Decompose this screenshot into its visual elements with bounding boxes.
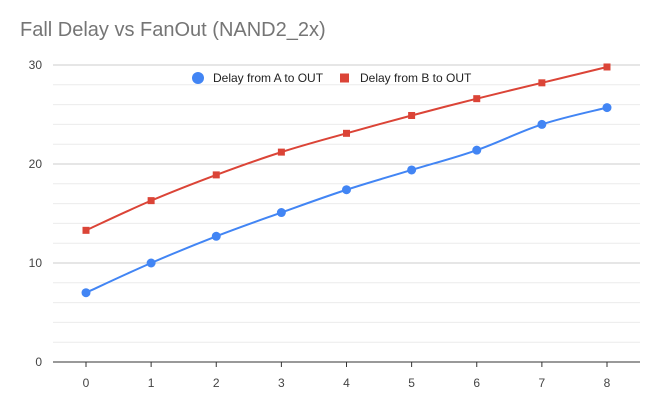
- data-point-square: [82, 226, 90, 234]
- grid-layer: [53, 64, 640, 363]
- x-tick-label: 0: [83, 376, 90, 390]
- x-tick-label: 7: [539, 376, 546, 390]
- data-point-circle: [146, 258, 156, 268]
- data-point-square: [408, 111, 416, 119]
- series-layer: [81, 63, 612, 298]
- data-point-square: [538, 79, 546, 87]
- data-point-circle: [276, 208, 286, 218]
- legend-marker-circle: [192, 72, 204, 84]
- x-tick-label: 5: [408, 376, 415, 390]
- legend-layer: Delay from A to OUT Delay from B to OUT: [192, 71, 472, 85]
- x-tick-label: 6: [473, 376, 480, 390]
- legend-marker-square: [340, 73, 349, 83]
- data-point-square: [212, 171, 220, 179]
- y-tick-label: 20: [29, 157, 43, 171]
- x-tick-label: 2: [213, 376, 220, 390]
- chart-title: Fall Delay vs FanOut (NAND2_2x): [20, 19, 326, 41]
- data-point-circle: [407, 165, 417, 175]
- x-tick-label: 3: [278, 376, 285, 390]
- legend-label: Delay from A to OUT: [213, 71, 324, 85]
- legend-label: Delay from B to OUT: [360, 71, 472, 85]
- data-point-circle: [472, 145, 482, 155]
- y-tick-label: 30: [29, 58, 43, 72]
- data-point-square: [473, 95, 481, 103]
- x-tick-label: 1: [148, 376, 155, 390]
- data-point-square: [343, 129, 350, 137]
- data-point-square: [277, 148, 285, 156]
- data-point-circle: [537, 119, 547, 129]
- y-tick-label: 0: [35, 355, 42, 369]
- data-point-circle: [602, 103, 612, 113]
- y-tick-label: 10: [29, 256, 43, 270]
- data-point-square: [147, 197, 155, 205]
- data-point-circle: [211, 231, 221, 241]
- x-tick-label: 8: [604, 376, 611, 390]
- series-line-2: [85, 66, 608, 232]
- x-tick-label: 4: [343, 376, 350, 390]
- data-point-circle: [342, 185, 351, 195]
- data-point-circle: [81, 288, 91, 298]
- data-point-square: [603, 63, 611, 71]
- axis-layer: 0 10 20 30 0 1 2 3 4 5 6 7 8: [29, 58, 611, 390]
